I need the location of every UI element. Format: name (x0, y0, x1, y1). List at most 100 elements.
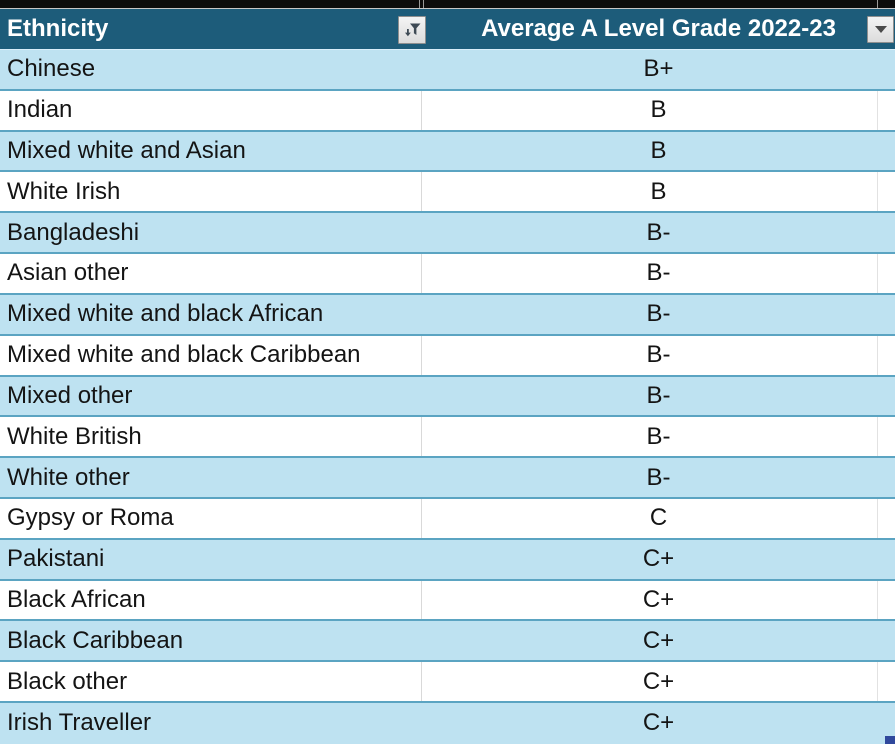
ethnicity-label: Mixed white and Asian (7, 137, 246, 165)
table-body: Chinese B+ Indian B Mixed white and Asia… (0, 50, 895, 744)
column-divider-mark (419, 0, 420, 8)
ethnicity-cell[interactable]: Asian other (0, 254, 422, 293)
ethnicity-cell[interactable]: Indian (0, 90, 422, 130)
table-row[interactable]: Black Caribbean C+ (0, 621, 895, 663)
grade-value: C+ (642, 545, 675, 573)
grade-cell[interactable]: C+ (422, 703, 895, 744)
table-row[interactable]: Bangladeshi B- (0, 213, 895, 255)
ethnicity-cell[interactable]: White other (0, 458, 422, 497)
ethnicity-label: Gypsy or Roma (7, 504, 174, 532)
ethnicity-label: White Irish (7, 177, 121, 205)
ethnicity-cell[interactable]: Bangladeshi (0, 213, 422, 252)
ethnicity-label: Mixed white and black African (7, 300, 324, 328)
header-cell-grade: Average A Level Grade 2022-23 (422, 9, 895, 49)
ethnicity-label: Indian (7, 96, 73, 124)
ethnicity-cell[interactable]: Black African (0, 580, 422, 620)
grade-cell[interactable]: C+ (422, 540, 895, 579)
ethnicity-cell[interactable]: Mixed white and Asian (0, 132, 422, 171)
header-cell-ethnicity: Ethnicity (0, 9, 426, 49)
ethnicity-cell[interactable]: Mixed other (0, 377, 422, 416)
ethnicity-cell[interactable]: Gypsy or Roma (0, 498, 422, 538)
column-divider-mark (423, 0, 424, 8)
grade-cell[interactable]: B- (422, 377, 895, 416)
table-row[interactable]: Chinese B+ (0, 50, 895, 91)
grade-cell[interactable]: B- (422, 335, 895, 375)
table-row[interactable]: Mixed other B- (0, 376, 895, 418)
grade-cell[interactable]: B- (422, 295, 895, 334)
ethnicity-label: Black other (7, 667, 128, 695)
grade-cell[interactable]: B- (422, 213, 895, 252)
table-row[interactable]: Black other C+ (0, 662, 895, 703)
selection-fill-handle[interactable] (885, 736, 895, 744)
grade-filter-button[interactable] (867, 16, 894, 43)
grade-cell[interactable]: B- (422, 458, 895, 497)
table-row[interactable]: Pakistani C+ (0, 539, 895, 581)
grade-value: B- (646, 300, 671, 328)
cut-off-top-row (0, 0, 895, 9)
ethnicity-label: Irish Traveller (7, 709, 152, 737)
ethnicity-label: Black Caribbean (7, 626, 184, 654)
ethnicity-cell[interactable]: White British (0, 417, 422, 457)
grade-cell[interactable]: C+ (422, 580, 895, 620)
table-row[interactable]: Irish Traveller C+ (0, 703, 895, 744)
grade-cell[interactable]: C+ (422, 621, 895, 660)
grade-value: B (650, 137, 667, 165)
table-row[interactable]: White Irish B (0, 172, 895, 214)
ethnicity-cell[interactable]: Mixed white and black Caribbean (0, 335, 422, 375)
grade-value: B+ (643, 55, 674, 83)
table-row[interactable]: Asian other B- (0, 254, 895, 295)
grade-cell[interactable]: C (422, 498, 895, 538)
ethnicity-label: Mixed other (7, 381, 133, 409)
grade-cell[interactable]: B (422, 172, 895, 212)
grade-cell[interactable]: B (422, 90, 895, 130)
ethnicity-filter-button[interactable] (398, 16, 426, 44)
ethnicity-cell[interactable]: Black other (0, 662, 422, 701)
grade-cell[interactable]: C+ (422, 662, 895, 701)
grade-value: B- (646, 463, 671, 491)
ethnicity-label: Mixed white and black Caribbean (7, 341, 361, 369)
ethnicity-label: Bangladeshi (7, 218, 140, 246)
grade-value: B- (646, 218, 671, 246)
grade-cell[interactable]: B+ (422, 50, 895, 89)
ethnicity-cell[interactable]: Pakistani (0, 540, 422, 579)
ethnicity-label: White British (7, 422, 142, 450)
ethnicity-cell[interactable]: Mixed white and black African (0, 295, 422, 334)
table-row[interactable]: Black African C+ (0, 580, 895, 622)
ethnicity-label: Black African (7, 585, 146, 613)
funnel-filter-icon (404, 23, 420, 37)
chevron-down-icon (874, 26, 887, 33)
grade-cell[interactable]: B- (422, 254, 895, 293)
ethnicity-cell[interactable]: Irish Traveller (0, 703, 422, 744)
table-row[interactable]: White other B- (0, 458, 895, 499)
grade-value: B (650, 96, 667, 124)
column-divider-mark (877, 0, 878, 8)
grade-value: C+ (642, 626, 675, 654)
grade-value: B- (646, 259, 671, 287)
ethnicity-cell[interactable]: Chinese (0, 50, 422, 89)
table-row[interactable]: Mixed white and black African B- (0, 294, 895, 336)
table-row[interactable]: Mixed white and Asian B (0, 131, 895, 173)
table-row[interactable]: Gypsy or Roma C (0, 498, 895, 540)
table-header-row: Ethnicity Average A Level Grade 2022-23 (0, 9, 895, 50)
ethnicity-label: Chinese (7, 55, 96, 83)
header-ethnicity-label: Ethnicity (7, 15, 109, 42)
table-row[interactable]: Mixed white and black Caribbean B- (0, 335, 895, 377)
ethnicity-label: Pakistani (7, 545, 105, 573)
ethnicity-cell[interactable]: White Irish (0, 172, 422, 212)
grade-cell[interactable]: B- (422, 417, 895, 456)
grade-value: C (649, 504, 668, 532)
grade-value: C+ (642, 667, 675, 695)
table-row[interactable]: Indian B (0, 90, 895, 132)
ethnicity-label: White other (7, 463, 130, 491)
ethnicity-cell[interactable]: Black Caribbean (0, 621, 422, 660)
grade-value: C+ (642, 709, 675, 737)
grade-value: B- (646, 341, 671, 369)
grade-value: C+ (642, 585, 675, 613)
ethnicity-label: Asian other (7, 259, 129, 287)
grade-cell[interactable]: B (422, 132, 895, 171)
grade-value: B- (646, 381, 671, 409)
grade-value: B (650, 177, 667, 205)
header-grade-label: Average A Level Grade 2022-23 (481, 15, 836, 42)
table-row[interactable]: White British B- (0, 417, 895, 459)
